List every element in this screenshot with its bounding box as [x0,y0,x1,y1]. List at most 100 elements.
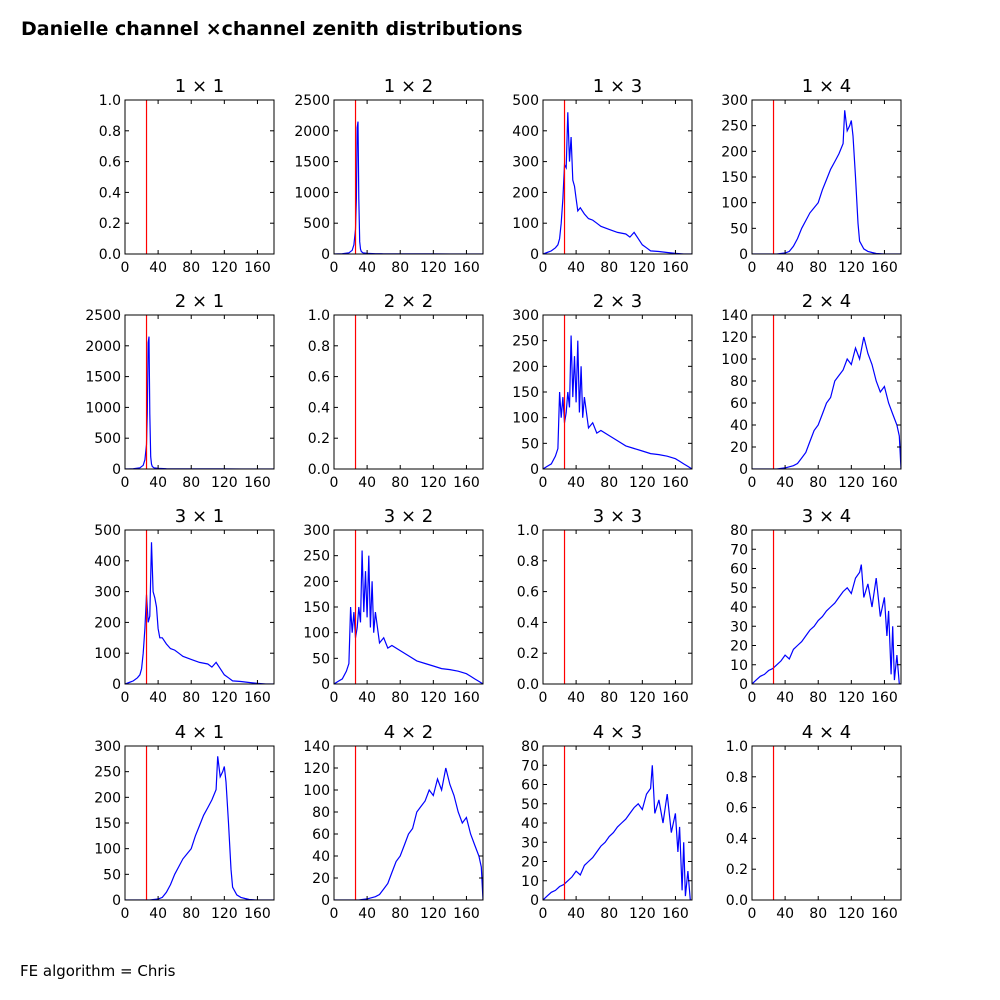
y-tick-label: 1.0 [308,308,330,324]
y-tick-label: 100 [721,196,748,212]
x-tick-label: 40 [567,260,585,276]
subplot-title: 3 × 1 [175,506,224,527]
x-tick-label: 0 [121,690,130,706]
x-tick-label: 160 [662,690,689,706]
y-tick-label: 40 [312,849,330,865]
histogram-series [543,335,692,469]
x-tick-label: 120 [838,690,865,706]
plot-frame [542,529,693,685]
subplot-title: 2 × 3 [593,291,642,312]
subplot: 3 × 3 0 40 80 120 160 0.0 0.2 0.4 0.6 0.8 1.0 [517,506,693,706]
x-tick-label: 160 [244,906,271,922]
x-tick-label: 80 [182,906,200,922]
plot-frame [124,314,275,470]
y-tick-label: 0 [739,462,748,478]
x-tick-label: 160 [871,260,898,276]
x-tick-label: 120 [420,690,447,706]
y-tick-label: 500 [94,431,121,447]
y-tick-label: 1000 [85,400,121,416]
x-tick-label: 120 [420,475,447,491]
subplot: 1 × 3 0 40 80 120 160 0 100 200 300 400 500 [512,76,693,276]
y-tick-label: 0 [739,677,748,693]
y-tick-label: 150 [94,816,121,832]
subplot: 2 × 3 0 40 80 120 160 0 50 100 150 200 250 300 [512,291,693,491]
y-tick-label: 0.0 [99,247,121,263]
x-tick-label: 80 [391,260,409,276]
y-tick-label: 0.8 [308,339,330,355]
y-tick-label: 0.4 [308,400,330,416]
x-tick-label: 160 [662,475,689,491]
y-tick-label: 0.8 [99,124,121,140]
y-tick-label: 300 [721,93,748,109]
histogram-series [752,564,901,684]
y-tick-label: 0.4 [99,185,121,201]
x-tick-label: 40 [149,906,167,922]
x-tick-label: 0 [121,906,130,922]
y-tick-label: 300 [94,739,121,755]
x-tick-label: 120 [211,475,238,491]
y-tick-label: 500 [303,216,330,232]
y-tick-label: 2500 [294,93,330,109]
y-tick-label: 150 [721,170,748,186]
x-tick-label: 0 [539,475,548,491]
x-tick-label: 0 [748,690,757,706]
y-tick-label: 50 [521,436,539,452]
histogram-series [334,550,483,684]
subplot-title: 3 × 4 [802,506,851,527]
y-tick-label: 500 [94,523,121,539]
x-tick-label: 160 [662,906,689,922]
x-tick-label: 120 [629,906,656,922]
y-tick-label: 150 [512,385,539,401]
y-tick-label: 50 [103,867,121,883]
subplot: 2 × 2 0 40 80 120 160 0.0 0.2 0.4 0.6 0.8 1.0 [308,291,484,491]
y-tick-label: 0 [530,247,539,263]
subplot-title: 2 × 4 [802,291,851,312]
y-tick-label: 0.0 [308,462,330,478]
y-tick-label: 0.6 [99,155,121,171]
y-tick-label: 0 [112,893,121,909]
x-tick-label: 40 [149,260,167,276]
y-tick-label: 400 [94,554,121,570]
y-tick-label: 100 [512,216,539,232]
x-tick-label: 40 [358,906,376,922]
x-tick-label: 160 [871,475,898,491]
y-tick-label: 20 [312,871,330,887]
figure-title: Danielle channel ×channel zenith distrib… [21,18,523,40]
y-tick-label: 0 [112,462,121,478]
x-tick-label: 120 [838,260,865,276]
y-tick-label: 200 [94,790,121,806]
x-tick-label: 160 [662,260,689,276]
x-tick-label: 0 [121,260,130,276]
subplot-title: 4 × 2 [384,722,433,743]
plot-frame [751,99,902,255]
x-tick-label: 120 [838,475,865,491]
plot-frame [333,99,484,255]
subplot-title: 1 × 4 [802,76,851,97]
plot-frame [333,745,484,901]
y-tick-label: 0.2 [308,431,330,447]
y-tick-label: 60 [730,396,748,412]
x-tick-label: 0 [748,260,757,276]
plot-frame [124,529,275,685]
y-tick-label: 0.2 [517,646,539,662]
x-tick-label: 80 [182,475,200,491]
subplot-title: 3 × 2 [384,506,433,527]
x-tick-label: 160 [244,260,271,276]
y-tick-label: 80 [730,523,748,539]
x-tick-label: 40 [776,260,794,276]
subplot: 1 × 2 0 40 80 120 160 0 500 1000 1500 2000 2500 [294,76,484,276]
y-tick-label: 40 [730,600,748,616]
subplot: 4 × 1 0 40 80 120 160 0 50 100 150 200 250 300 [94,722,275,922]
x-tick-label: 120 [211,260,238,276]
y-tick-label: 1500 [85,370,121,386]
histogram-series [752,336,901,469]
y-tick-label: 20 [730,639,748,655]
x-tick-label: 160 [453,690,480,706]
y-tick-label: 100 [94,842,121,858]
y-tick-label: 1.0 [99,93,121,109]
x-tick-label: 80 [809,260,827,276]
subplot: 1 × 4 0 40 80 120 160 0 50 100 150 200 250 300 [721,76,902,276]
x-tick-label: 40 [776,690,794,706]
